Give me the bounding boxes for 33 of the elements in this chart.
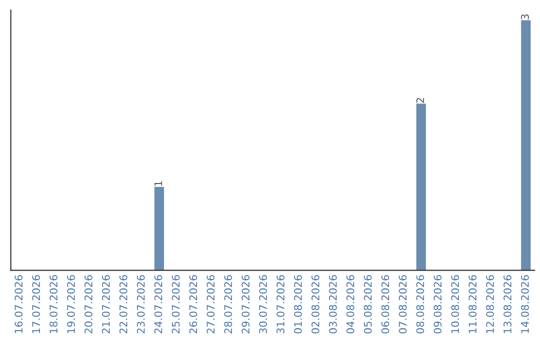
x-tick-label: 02.08.2026 <box>311 275 320 334</box>
x-tick-label: 20.07.2026 <box>84 275 92 334</box>
x-tick-label: 14.08.2026 <box>521 275 529 333</box>
x-tick-label: 23.07.2026 <box>136 275 145 334</box>
x-tick-label: 31.07.2026 <box>276 275 284 334</box>
data-label: 1 <box>154 181 162 186</box>
x-tick-label: 24.07.2026 <box>154 275 162 334</box>
data-label: 3 <box>521 14 529 20</box>
x-tick-label: 07.08.2026 <box>398 275 407 334</box>
x-tick-label: 09.08.2026 <box>434 275 442 334</box>
x-tick-label: 25.07.2026 <box>172 275 180 334</box>
x-tick-label: 11.08.2026 <box>468 275 477 333</box>
x-tick-label: 03.08.2026 <box>328 275 337 334</box>
x-tick-label: 12.08.2026 <box>486 275 494 333</box>
x-tick-label: 17.07.2026 <box>32 275 40 333</box>
x-tick-label: 13.08.2026 <box>504 275 512 333</box>
x-tick-label: 08.08.2026 <box>416 275 424 334</box>
x-tick-label: 28.07.2026 <box>224 275 232 334</box>
x-tick-label: 27.07.2026 <box>206 275 215 334</box>
x-tick-label: 30.07.2026 <box>259 275 267 334</box>
x-tick-label: 04.08.2026 <box>346 275 354 334</box>
x-tick-label: 18.07.2026 <box>50 275 58 333</box>
x-tick-label: 29.07.2026 <box>242 275 250 334</box>
x-tick-label: 22.07.2026 <box>119 275 128 334</box>
x-tick-label: 05.08.2026 <box>364 275 372 334</box>
x-tick-label: 06.08.2026 <box>381 275 390 334</box>
x-tick-label: 26.07.2026 <box>189 275 198 334</box>
x-tick-label: 19.07.2026 <box>67 275 75 333</box>
data-label: 2 <box>416 98 424 103</box>
x-tick-label: 01.08.2026 <box>294 275 302 334</box>
x-tick-label: 21.07.2026 <box>102 275 110 334</box>
x-tick-label: 10.08.2026 <box>451 275 460 333</box>
x-tick-label: 16.07.2026 <box>14 275 23 333</box>
